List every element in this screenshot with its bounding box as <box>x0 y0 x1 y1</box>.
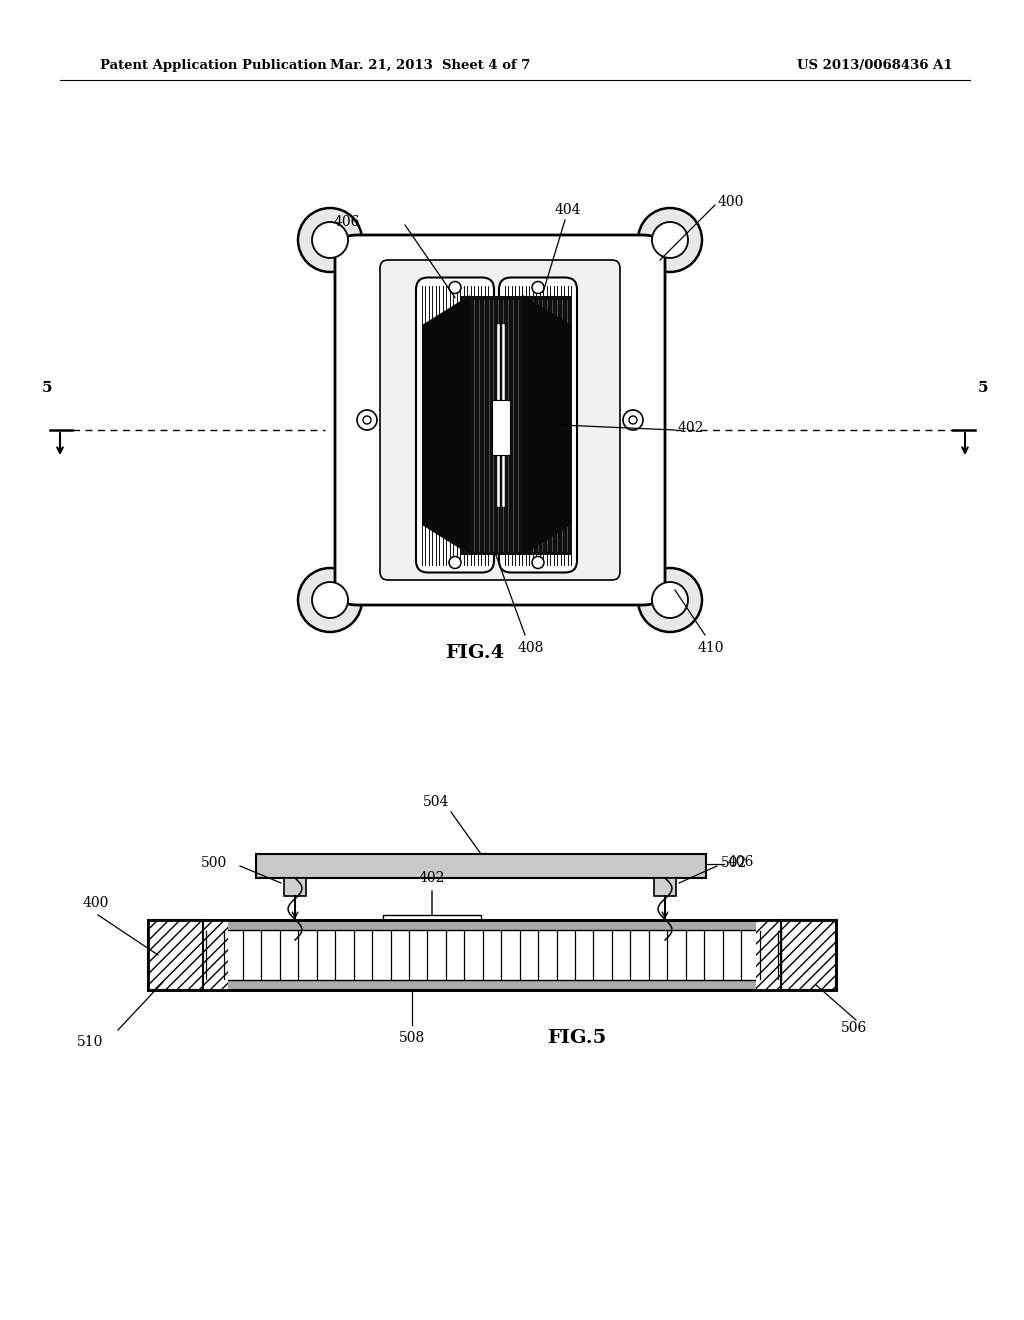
Text: 500: 500 <box>201 855 227 870</box>
FancyBboxPatch shape <box>499 277 577 573</box>
Bar <box>781 920 836 990</box>
Text: 402: 402 <box>678 421 705 436</box>
Circle shape <box>449 557 461 569</box>
Text: FIG.4: FIG.4 <box>445 644 505 663</box>
Circle shape <box>298 568 362 632</box>
Circle shape <box>449 281 461 293</box>
Bar <box>654 878 676 896</box>
Bar <box>492 400 510 455</box>
Circle shape <box>312 222 348 257</box>
Circle shape <box>298 209 362 272</box>
Circle shape <box>652 582 688 618</box>
Text: 406: 406 <box>728 855 755 869</box>
Bar <box>756 920 781 990</box>
Text: FIG.5: FIG.5 <box>547 1030 606 1047</box>
Text: 506: 506 <box>841 1020 867 1035</box>
Bar <box>256 854 706 878</box>
Circle shape <box>532 557 544 569</box>
Bar <box>781 920 836 990</box>
Bar <box>284 878 306 896</box>
Text: 410: 410 <box>698 642 725 655</box>
Polygon shape <box>523 294 571 554</box>
Text: 404: 404 <box>555 203 582 216</box>
Text: 406: 406 <box>334 215 360 228</box>
Circle shape <box>652 222 688 257</box>
Text: 402: 402 <box>419 871 445 884</box>
Text: 510: 510 <box>77 1035 103 1049</box>
Bar <box>203 920 228 990</box>
Circle shape <box>623 411 643 430</box>
Text: 400: 400 <box>83 896 110 909</box>
FancyBboxPatch shape <box>335 235 665 605</box>
Bar <box>460 296 571 554</box>
Circle shape <box>629 416 637 424</box>
FancyBboxPatch shape <box>416 277 494 573</box>
Circle shape <box>312 582 348 618</box>
Text: Mar. 21, 2013  Sheet 4 of 7: Mar. 21, 2013 Sheet 4 of 7 <box>330 58 530 71</box>
Text: 408: 408 <box>518 642 545 655</box>
Circle shape <box>532 281 544 293</box>
Circle shape <box>357 411 377 430</box>
Bar <box>203 931 781 979</box>
Bar <box>148 920 203 990</box>
Text: 508: 508 <box>399 1031 425 1045</box>
Bar <box>148 920 836 990</box>
Circle shape <box>638 568 702 632</box>
Text: 5: 5 <box>42 381 52 395</box>
Text: Patent Application Publication: Patent Application Publication <box>100 58 327 71</box>
Text: 504: 504 <box>423 795 449 809</box>
Circle shape <box>362 416 371 424</box>
Text: US 2013/0068436 A1: US 2013/0068436 A1 <box>798 58 952 71</box>
Bar <box>148 920 836 990</box>
Bar <box>148 920 203 990</box>
Text: 502: 502 <box>721 855 748 870</box>
Text: 400: 400 <box>718 195 744 209</box>
FancyBboxPatch shape <box>380 260 620 579</box>
Polygon shape <box>422 294 470 554</box>
Text: 5: 5 <box>978 381 988 395</box>
Circle shape <box>638 209 702 272</box>
